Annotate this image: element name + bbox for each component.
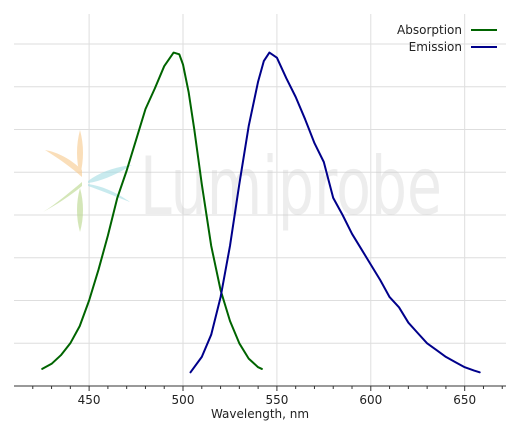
- x-tick-label: 500: [172, 393, 195, 407]
- x-tick-label: 650: [453, 393, 476, 407]
- legend-label-emission: Emission: [409, 40, 462, 54]
- lumiprobe-logo-icon: [43, 130, 132, 232]
- watermark-text: Lumiprobe: [140, 140, 442, 233]
- legend: Absorption Emission: [397, 23, 497, 54]
- logo-green-leaf: [43, 182, 82, 212]
- series-group: [41, 51, 481, 374]
- logo-orange-leaf: [45, 150, 82, 177]
- x-tick-label: 600: [359, 393, 382, 407]
- series-line-absorption: [41, 51, 263, 370]
- legend-label-absorption: Absorption: [397, 23, 462, 37]
- x-axis: 450 500 550 600 650: [14, 385, 506, 407]
- x-axis-title: Wavelength, nm: [211, 407, 309, 421]
- logo-cyan-leaf-lower: [88, 184, 130, 202]
- x-tick-label: 550: [265, 393, 288, 407]
- logo-cyan-leaf: [88, 165, 132, 183]
- logo-green-stem: [77, 188, 83, 232]
- watermark: Lumiprobe: [43, 130, 442, 233]
- series-line-emission: [189, 51, 481, 374]
- logo-orange-stem: [77, 130, 83, 176]
- grid: [14, 14, 506, 386]
- x-tick-label: 450: [78, 393, 101, 407]
